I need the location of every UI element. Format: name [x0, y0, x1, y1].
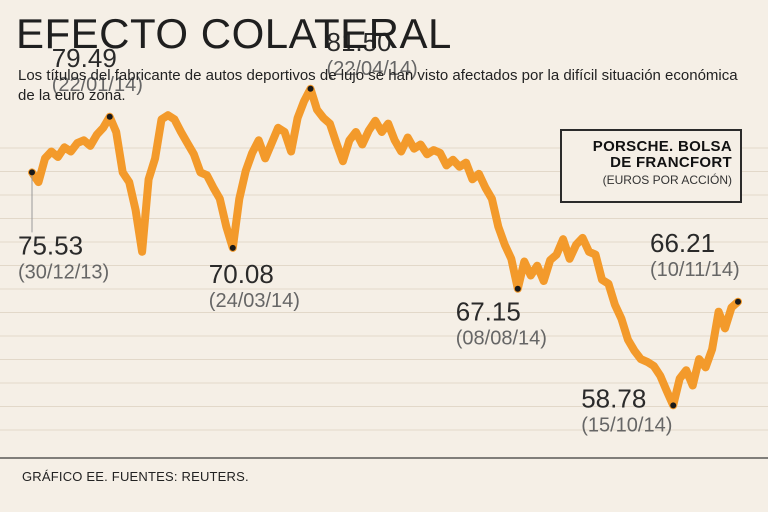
- legend-title-line1: PORSCHE. BOLSA: [592, 138, 732, 155]
- annotation-value: 75.53: [18, 230, 83, 260]
- annotation-dot: [307, 85, 314, 92]
- annotation-date: (08/08/14): [456, 328, 547, 350]
- annotation-layer: 75.53(30/12/13) 79.49(22/01/14) 70.08(24/0…: [18, 27, 741, 436]
- annotation-date: (22/01/14): [52, 74, 143, 96]
- annotation-value: 81.50: [327, 27, 392, 57]
- page-subtitle: Los títulos del fabricante de autos depo…: [18, 67, 738, 104]
- annotation-dot: [229, 244, 236, 251]
- annotation-date: (22/04/14): [327, 58, 418, 80]
- annotation-dot: [670, 402, 677, 409]
- legend-unit: (EUROS POR ACCIÓN): [602, 173, 732, 187]
- annotation-date: (24/03/14): [209, 290, 300, 312]
- annotation-date: (30/12/13): [18, 261, 109, 283]
- annotation-value: 67.15: [456, 297, 521, 327]
- annotation-dot: [29, 169, 35, 176]
- page-title: EFECTO COLATERAL: [16, 10, 452, 57]
- annotation-dot: [735, 298, 741, 305]
- annotation-value: 58.78: [581, 383, 646, 413]
- series-layer: [28, 84, 742, 410]
- legend-title-line2: DE FRANCFORT: [610, 154, 732, 171]
- annotation-value: 70.08: [209, 259, 274, 289]
- annotation-date: (10/11/14): [650, 259, 740, 281]
- annotation-dot: [514, 285, 521, 292]
- legend-box: PORSCHE. BOLSA DE FRANCFORT (EUROS POR A…: [560, 129, 742, 203]
- source-footer: GRÁFICO EE. FUENTES: REUTERS.: [22, 469, 249, 484]
- series-line: [28, 84, 742, 410]
- annotation-value: 66.21: [650, 228, 715, 258]
- annotation-value: 79.49: [52, 43, 117, 73]
- annotation-dot: [106, 113, 113, 120]
- annotation-date: (15/10/14): [581, 414, 672, 436]
